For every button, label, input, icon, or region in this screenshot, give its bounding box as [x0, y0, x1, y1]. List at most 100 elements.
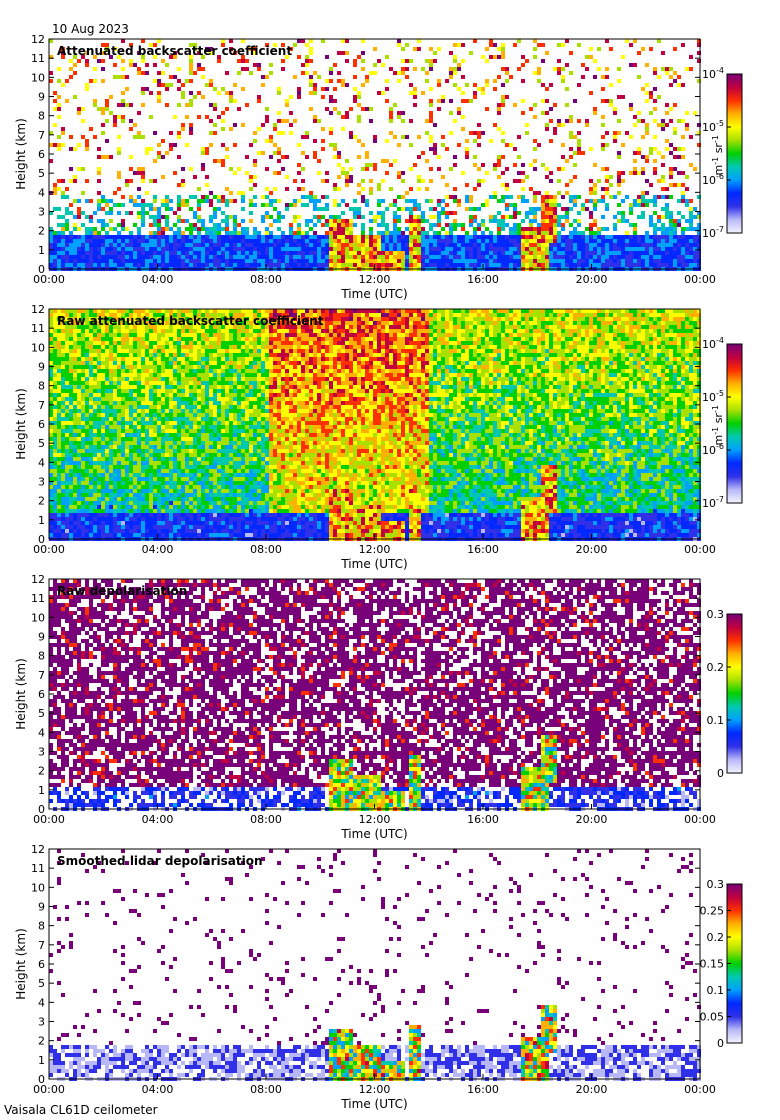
heatmap-cells — [49, 309, 701, 541]
y-tick-label: 5 — [38, 707, 45, 720]
x-tick-label: 12:00 — [359, 1083, 391, 1096]
x-tick-label: 00:00 — [33, 543, 65, 556]
y-tick-label: 5 — [38, 437, 45, 450]
y-tick-label: 11 — [31, 592, 45, 605]
y-tick-label: 12 — [31, 573, 45, 586]
x-tick-label: 00:00 — [684, 273, 716, 286]
panel-title: Attenuated backscatter coefficient — [57, 44, 292, 58]
colorbar-tick-label: 0.2 — [707, 661, 725, 674]
y-tick-label: 11 — [31, 52, 45, 65]
instrument-footer: Vaisala CL61D ceilometer — [4, 1103, 158, 1117]
colorbar-tick-label: 0.15 — [700, 958, 725, 971]
y-tick-label: 9 — [38, 91, 45, 104]
panel-title: Raw depolarisation — [57, 584, 187, 598]
colorbar — [726, 343, 743, 504]
y-tick-label: 10 — [31, 71, 45, 84]
x-tick-label: 00:00 — [33, 813, 65, 826]
x-tick-label: 20:00 — [576, 273, 608, 286]
colorbar-unit: m-1 sr-1 — [711, 135, 725, 175]
date-label: 10 Aug 2023 — [52, 22, 129, 36]
y-tick-label: 5 — [38, 167, 45, 180]
y-tick-label: 3 — [38, 476, 45, 489]
x-tick-label: 00:00 — [684, 813, 716, 826]
heatmap-cells — [49, 579, 701, 811]
colorbar-tick-label: 0.05 — [700, 1011, 725, 1024]
x-tick-label: 20:00 — [576, 543, 608, 556]
colorbar — [726, 613, 743, 774]
x-tick-label: 00:00 — [684, 543, 716, 556]
x-tick-label: 00:00 — [684, 1083, 716, 1096]
x-axis-label: Time (UTC) — [340, 287, 407, 301]
x-tick-label: 12:00 — [359, 813, 391, 826]
y-tick-label: 7 — [38, 129, 45, 142]
y-tick-label: 3 — [38, 1016, 45, 1029]
colorbar-tick-label: 10-7 — [702, 495, 724, 510]
x-tick-label: 04:00 — [142, 813, 174, 826]
x-axis-label: Time (UTC) — [340, 557, 407, 571]
y-tick-label: 7 — [38, 669, 45, 682]
y-tick-label: 8 — [38, 650, 45, 663]
y-tick-label: 7 — [38, 939, 45, 952]
colorbar-tick-label: 0 — [717, 1037, 724, 1050]
x-tick-label: 12:00 — [359, 543, 391, 556]
y-tick-label: 12 — [31, 303, 45, 316]
y-tick-label: 7 — [38, 399, 45, 412]
y-tick-label: 0 — [38, 263, 45, 276]
y-tick-label: 12 — [31, 843, 45, 856]
y-tick-label: 11 — [31, 862, 45, 875]
y-tick-label: 1 — [38, 784, 45, 797]
colorbar — [726, 73, 743, 234]
x-tick-label: 08:00 — [250, 543, 282, 556]
y-tick-label: 4 — [38, 186, 45, 199]
colorbar-tick-label: 10-5 — [702, 389, 724, 404]
x-tick-label: 04:00 — [142, 273, 174, 286]
colorbar-tick-label: 10-5 — [702, 119, 724, 134]
x-tick-label: 16:00 — [467, 1083, 499, 1096]
y-tick-label: 1 — [38, 514, 45, 527]
y-tick-label: 10 — [31, 611, 45, 624]
x-tick-label: 04:00 — [142, 1083, 174, 1096]
y-tick-label: 4 — [38, 726, 45, 739]
y-tick-label: 2 — [38, 1035, 45, 1048]
panel-title: Smoothed lidar depolarisation — [57, 854, 263, 868]
y-tick-label: 3 — [38, 206, 45, 219]
y-tick-label: 2 — [38, 225, 45, 238]
colorbar-tick-label: 0 — [717, 767, 724, 780]
y-tick-label: 3 — [38, 746, 45, 759]
colorbar-unit: m-1 sr-1 — [711, 405, 725, 445]
y-tick-label: 8 — [38, 110, 45, 123]
x-tick-label: 00:00 — [33, 273, 65, 286]
x-tick-label: 20:00 — [576, 1083, 608, 1096]
y-axis-label: Height (km) — [14, 928, 28, 999]
colorbar-tick-label: 0.3 — [707, 878, 725, 891]
colorbar-tick-label: 0.1 — [707, 714, 725, 727]
y-axis-label: Height (km) — [14, 658, 28, 729]
x-tick-label: 16:00 — [467, 813, 499, 826]
x-tick-label: 04:00 — [142, 543, 174, 556]
y-tick-label: 0 — [38, 533, 45, 546]
y-tick-label: 10 — [31, 881, 45, 894]
heatmap-cells — [49, 39, 701, 271]
y-tick-label: 11 — [31, 322, 45, 335]
y-tick-label: 1 — [38, 1054, 45, 1067]
x-tick-label: 08:00 — [250, 813, 282, 826]
y-tick-label: 5 — [38, 977, 45, 990]
y-tick-label: 8 — [38, 920, 45, 933]
y-tick-label: 0 — [38, 803, 45, 816]
y-tick-label: 9 — [38, 361, 45, 374]
x-tick-label: 12:00 — [359, 273, 391, 286]
y-axis-label: Height (km) — [14, 118, 28, 189]
y-tick-label: 12 — [31, 33, 45, 46]
colorbar-tick-label: 0.1 — [707, 984, 725, 997]
y-tick-label: 6 — [38, 688, 45, 701]
colorbar-tick-label: 0.25 — [700, 905, 725, 918]
y-tick-label: 4 — [38, 456, 45, 469]
colorbar-tick-label: 0.3 — [707, 608, 725, 621]
panel-title: Raw attenuated backscatter coefficient — [57, 314, 324, 328]
x-tick-label: 16:00 — [467, 273, 499, 286]
